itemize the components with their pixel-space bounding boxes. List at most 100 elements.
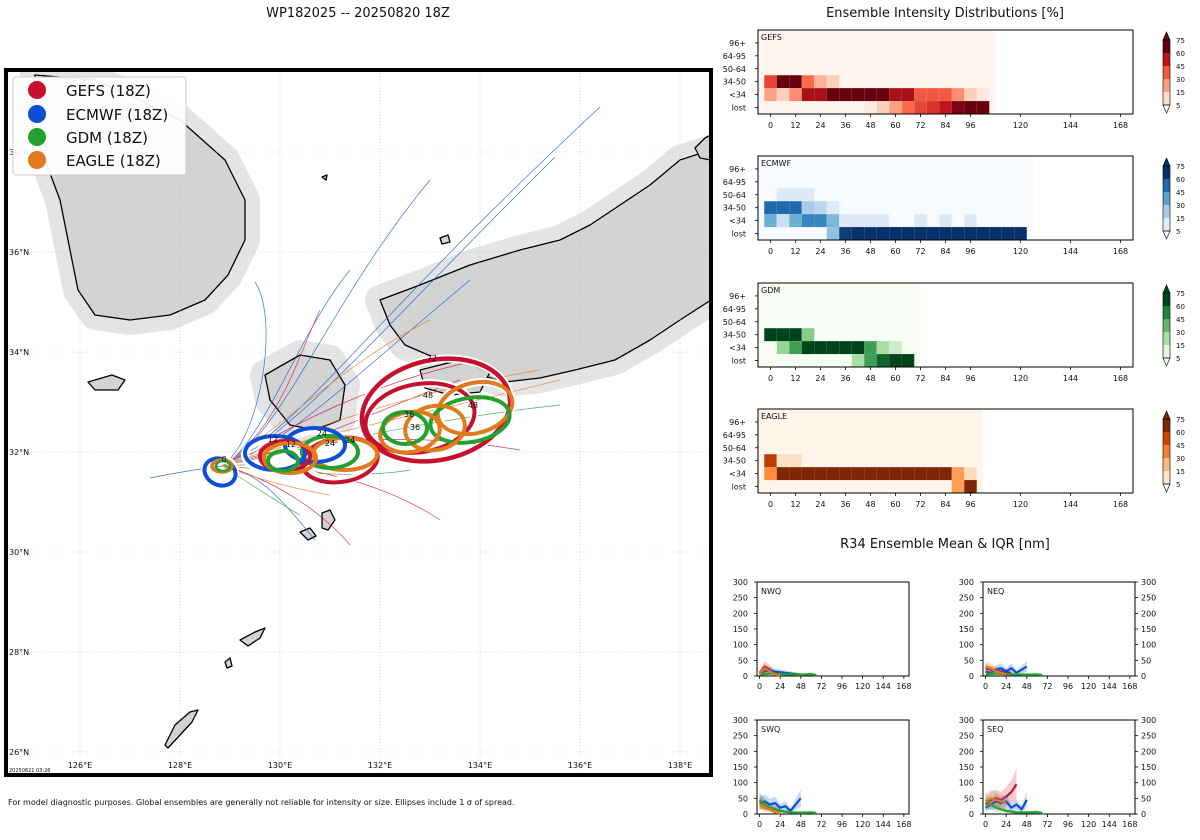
heatmap-x-tick-label: 168 xyxy=(1113,500,1128,509)
colorbar-segment xyxy=(1163,319,1170,332)
heatmap-cell xyxy=(839,467,852,481)
colorbar-segment xyxy=(1163,332,1170,345)
heatmap-cell xyxy=(801,341,815,355)
heatmap-cell xyxy=(764,467,777,481)
colorbar: 75 60 45 30 15 5 xyxy=(1162,157,1185,240)
heatmap-row-label: 96+ xyxy=(729,165,746,174)
heatmap-cell xyxy=(864,227,877,240)
r34-x-tick-label: 144 xyxy=(1102,682,1117,691)
heatmap-cell xyxy=(876,214,890,228)
okinawa xyxy=(164,709,199,749)
r34-mean-line-eagle xyxy=(759,803,781,815)
colorbar: 75 60 45 30 15 5 xyxy=(1162,284,1185,367)
ellipse-label: 24 xyxy=(345,436,355,445)
heatmap-cell xyxy=(889,354,902,367)
heatmap-model-label: ECMWF xyxy=(761,159,791,168)
ulleung xyxy=(321,174,328,181)
heatmap-x-tick-label: 36 xyxy=(840,121,850,130)
colorbar-extend-max xyxy=(1162,284,1171,294)
colorbar-extend-max xyxy=(1162,410,1171,420)
heatmap-x-tick-label: 168 xyxy=(1113,121,1128,130)
r34-y-tick-label-right: 150 xyxy=(1141,763,1156,772)
r34-x-tick-label: 72 xyxy=(816,682,826,691)
heatmap-cell xyxy=(864,101,877,114)
heatmap-row-label: 34-50 xyxy=(723,78,746,87)
heatmap-cell xyxy=(864,467,877,481)
heatmap-cell xyxy=(951,101,965,114)
colorbar-frame xyxy=(1162,418,1171,485)
heatmap-cell xyxy=(889,341,902,355)
ellipse-label: 36 xyxy=(404,410,414,419)
heatmap-cell xyxy=(864,354,877,367)
heatmap-cell xyxy=(764,454,777,468)
heatmap-cell xyxy=(889,467,902,481)
lon-tick-label: 126°E xyxy=(68,761,92,770)
heatmap-row-label: <34 xyxy=(729,470,746,479)
map-frame xyxy=(4,68,713,777)
heatmap-cell xyxy=(864,214,877,228)
legend-label: GDM (18Z) xyxy=(66,129,148,147)
colorbar-extend-min xyxy=(1162,104,1171,114)
heatmap-cell xyxy=(839,88,852,102)
r34-swq: SWQ 0 50 100 150 200 250 300 0 24 48 72 96 120 144 168 xyxy=(733,716,912,829)
heatmap-cell xyxy=(989,227,1002,240)
colorbar-segment xyxy=(1163,218,1170,231)
colorbar-extend-min xyxy=(1162,483,1171,493)
heatmap-cell xyxy=(876,467,890,481)
heatmap-cell xyxy=(926,227,940,240)
heatmap-cell xyxy=(801,467,815,481)
heatmap-x-tick-label: 48 xyxy=(865,121,875,130)
r34-y-tick-label-right: 50 xyxy=(1141,794,1151,803)
heatmap-cell xyxy=(851,467,865,481)
oki xyxy=(439,234,451,245)
heatmap-x-tick-label: 72 xyxy=(915,374,925,383)
colorbar-tick-label: 45 xyxy=(1176,189,1185,197)
heatmap-x-tick-label: 120 xyxy=(1013,374,1028,383)
r34-x-tick-label: 120 xyxy=(1081,820,1096,829)
map-legend: GEFS (18Z) ECMWF (18Z) GDM (18Z) EAGLE (… xyxy=(12,76,187,176)
heatmap-cell xyxy=(851,354,865,367)
r34-mean-line-gdm xyxy=(758,799,817,815)
heatmap-cell xyxy=(939,227,952,240)
heatmap-x-tick-label: 60 xyxy=(890,374,900,383)
ellipse-label: 72 xyxy=(427,354,437,363)
r34-y-tick-label: 250 xyxy=(733,594,748,603)
colorbar-segment xyxy=(1163,92,1170,105)
r34-y-tick-label-right: 100 xyxy=(1141,641,1156,650)
heatmap-model-label: GEFS xyxy=(761,33,782,42)
r34-y-tick-label: 200 xyxy=(733,609,748,618)
heatmap-cell xyxy=(814,88,827,102)
ellipse-labels: 0 12 12 24 24 24 36 36 48 48 72 xyxy=(221,354,478,464)
heatmap-cell xyxy=(826,88,840,102)
heatmap-cell xyxy=(926,467,940,481)
colorbar-extend-min xyxy=(1162,357,1171,367)
r34-y-tick-label: 250 xyxy=(959,594,974,603)
r34-x-tick-label: 96 xyxy=(1063,682,1073,691)
colorbar-tick-label: 45 xyxy=(1176,316,1185,324)
colorbar-segment xyxy=(1163,205,1170,218)
heatmap-row-label: lost xyxy=(732,104,746,113)
r34-y-tick-label: 150 xyxy=(733,763,748,772)
colorbar-segment xyxy=(1163,166,1170,179)
lon-tick-label: 130°E xyxy=(268,761,292,770)
heatmap-x-tick-label: 96 xyxy=(965,247,975,256)
r34-y-tick-label: 0 xyxy=(969,672,974,681)
heatmap-cell xyxy=(826,214,840,228)
colorbar-segment xyxy=(1163,192,1170,205)
heatmap-cell xyxy=(764,201,777,215)
heatmap-cell xyxy=(776,328,790,342)
r34-y-tick-label-right: 300 xyxy=(1141,716,1156,725)
heatmap-x-tick-label: 36 xyxy=(840,500,850,509)
heatmap-cell xyxy=(951,480,965,493)
r34-y-tick-label: 50 xyxy=(964,656,974,665)
heatmap-cell xyxy=(776,341,790,355)
heatmap-cell xyxy=(964,214,977,228)
r34-x-tick-label: 96 xyxy=(1063,820,1073,829)
heatmap-cell xyxy=(839,341,852,355)
jeju xyxy=(87,374,126,391)
heatmap-x-tick-label: 24 xyxy=(815,374,825,383)
r34-y-tick-label-right: 200 xyxy=(1141,747,1156,756)
r34-x-tick-label: 24 xyxy=(1001,820,1011,829)
r34-x-tick-label: 168 xyxy=(896,820,911,829)
